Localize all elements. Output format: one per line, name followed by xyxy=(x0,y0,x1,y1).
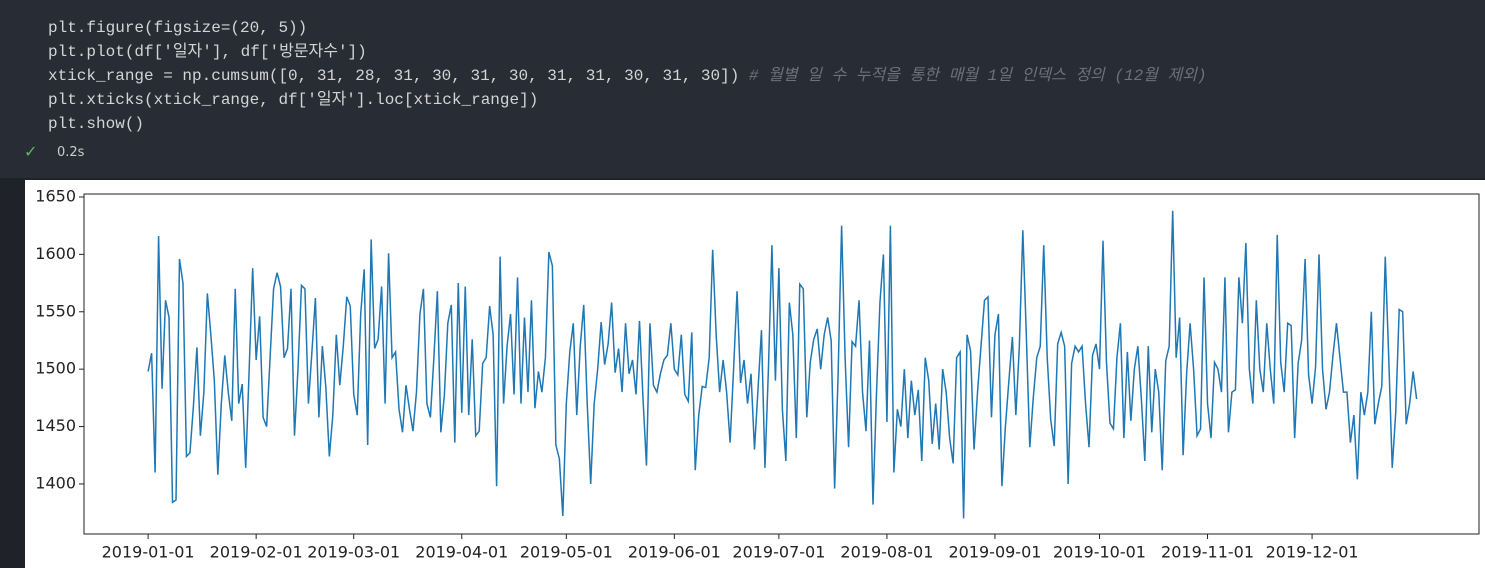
y-tick-label: 1400 xyxy=(35,473,76,492)
x-tick-label: 2019-02-01 xyxy=(210,543,303,562)
code-cell: plt.figure(figsize=(20, 5)) plt.plot(df[… xyxy=(0,0,1485,178)
axes-frame xyxy=(83,193,1480,535)
x-tick-label: 2019-09-01 xyxy=(948,543,1041,562)
y-tick-label: 1600 xyxy=(35,244,76,263)
y-tick-label: 1450 xyxy=(35,416,76,435)
x-tick-label: 2019-04-01 xyxy=(415,543,508,562)
x-tick-label: 2019-10-01 xyxy=(1053,543,1146,562)
chart-background xyxy=(25,180,1485,568)
x-tick-label: 2019-06-01 xyxy=(628,543,721,562)
code-line: plt.figure(figsize=(20, 5)) xyxy=(48,19,308,37)
code-text: xtick_range = np.cumsum([0, 31, 28, 31, … xyxy=(48,67,740,85)
y-tick-label: 1500 xyxy=(35,359,76,378)
x-tick-label: 2019-08-01 xyxy=(840,543,933,562)
code-comment: # 월별 일 수 누적을 통한 매월 1일 인덱스 정의 (12월 제외) xyxy=(748,67,1207,85)
chart: 1400 1450 1500 1550 1600 1650 2019-01-01 2019-0… xyxy=(25,180,1485,568)
x-tick-label: 2019-07-01 xyxy=(732,543,825,562)
code-line: plt.plot(df['일자'], df['방문자수']) xyxy=(48,43,367,61)
code-line: xtick_range = np.cumsum([0, 31, 28, 31, … xyxy=(48,64,1207,88)
y-tick-label: 1550 xyxy=(35,301,76,320)
code-line: plt.xticks(xtick_range, df['일자'].loc[xti… xyxy=(48,91,539,109)
code-line: plt.show() xyxy=(48,115,145,133)
y-tick-label: 1650 xyxy=(35,186,76,205)
x-tick-label: 2019-01-01 xyxy=(102,543,195,562)
duration: 0.2s xyxy=(57,145,85,160)
x-tick-label: 2019-11-01 xyxy=(1161,543,1254,562)
x-tick-label: 2019-05-01 xyxy=(520,543,613,562)
status-icon: ✓ xyxy=(24,142,38,161)
x-tick-label: 2019-12-01 xyxy=(1266,543,1359,562)
data-line xyxy=(147,210,1418,519)
x-tick-label: 2019-03-01 xyxy=(307,543,400,562)
